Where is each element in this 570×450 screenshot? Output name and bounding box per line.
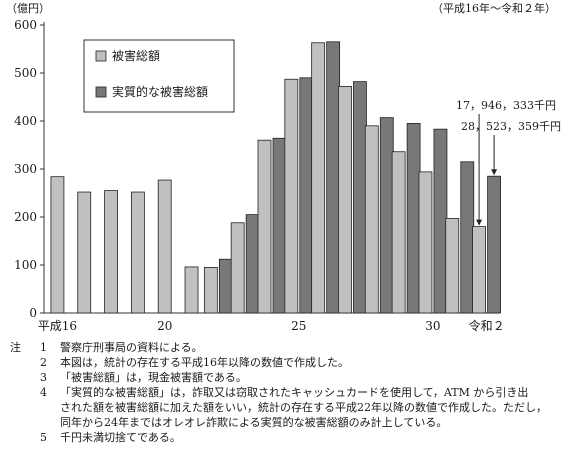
bar-total-damage bbox=[157, 179, 172, 314]
bar-total-damage bbox=[472, 226, 486, 314]
note-row-2: 2 本図は，統計の存在する平成16年以降の数値で作成した。 bbox=[10, 355, 566, 370]
bar-total-damage bbox=[445, 218, 460, 314]
bar-total-damage bbox=[418, 171, 433, 314]
bar-total-damage bbox=[257, 139, 272, 314]
chart-area: （億円） （平成16年～令和２年） 0 100 200 300 400 500 600 平成16 2… bbox=[6, 1, 561, 333]
bar-real-damage bbox=[245, 214, 260, 314]
y-tick-label: 500 bbox=[14, 66, 37, 80]
annotation-arrowhead-real bbox=[491, 169, 498, 176]
y-tick-label: 400 bbox=[14, 114, 37, 128]
note-text: 「被害総額」は，現金被害額である。 bbox=[60, 371, 247, 384]
x-tick-label: 平成16 bbox=[38, 319, 77, 333]
bar-total-damage bbox=[284, 78, 299, 314]
x-tick-label: 30 bbox=[425, 319, 440, 333]
bar-real-damage bbox=[379, 117, 394, 314]
y-tick-label: 0 bbox=[29, 306, 37, 320]
x-tick-label: 20 bbox=[157, 319, 172, 333]
bar-real-damage bbox=[299, 77, 314, 314]
bar-total-damage bbox=[338, 86, 352, 314]
legend-label-real: 実質的な被害総額 bbox=[112, 84, 208, 99]
notes: 注 1 警察庁刑事局の資料による。 2 本図は，統計の存在する平成16年以降の数… bbox=[10, 340, 566, 445]
bar-real-damage bbox=[218, 258, 233, 314]
y-tick-label: 200 bbox=[14, 210, 37, 224]
note-row-1: 注 1 警察庁刑事局の資料による。 bbox=[10, 340, 566, 355]
legend-swatch-total bbox=[95, 50, 107, 62]
y-unit-label: （億円） bbox=[6, 2, 50, 15]
bar-real-damage bbox=[406, 123, 421, 314]
bar-total-damage bbox=[391, 151, 406, 314]
annotation-arrowhead-total bbox=[476, 219, 483, 226]
bar-total-damage bbox=[203, 266, 218, 314]
y-tick-label: 100 bbox=[14, 258, 37, 272]
bar-real-damage bbox=[460, 161, 475, 314]
note-number: 4 bbox=[40, 386, 47, 399]
bar-total-damage bbox=[364, 125, 379, 314]
x-tick-label: 令和２ bbox=[469, 318, 505, 333]
bar-total-damage bbox=[184, 266, 199, 314]
bar-real-damage bbox=[353, 81, 367, 314]
note-row-4: 4 「実質的な被害総額」は，詐取又は窃取されたキャッシュカードを使用して，ATM… bbox=[10, 385, 566, 430]
bar-real-damage bbox=[487, 175, 501, 314]
bar-total-damage bbox=[50, 176, 65, 314]
note-number: 3 bbox=[40, 371, 47, 384]
note-number: 2 bbox=[40, 356, 47, 369]
note-text: 本図は，統計の存在する平成16年以降の数値で作成した。 bbox=[60, 356, 349, 369]
note-row-5: 5 千円未満切捨てである。 bbox=[10, 430, 566, 445]
notes-label: 注 bbox=[10, 341, 21, 354]
note-text: 千円未満切捨てである。 bbox=[60, 431, 181, 444]
bar-total-damage bbox=[104, 190, 118, 314]
note-text: 警察庁刑事局の資料による。 bbox=[60, 341, 203, 354]
bar-real-damage bbox=[272, 137, 287, 314]
legend-box bbox=[83, 39, 235, 113]
note-number: 5 bbox=[40, 431, 47, 444]
bar-total-damage bbox=[77, 191, 92, 314]
x-tick-label: 25 bbox=[291, 319, 306, 333]
note-number: 1 bbox=[40, 341, 47, 354]
bar-real-damage bbox=[326, 41, 341, 314]
note-text: 「実質的な被害総額」は，詐取又は窃取されたキャッシュカードを使用して，ATM か… bbox=[60, 386, 547, 429]
bar-chart: （億円） （平成16年～令和２年） 0 100 200 300 400 500 600 平成16 2… bbox=[6, 1, 561, 333]
legend-label-total: 被害総額 bbox=[112, 48, 160, 63]
legend-swatch-real bbox=[95, 86, 107, 98]
bar-total-damage bbox=[311, 42, 326, 314]
bar-total-damage bbox=[230, 222, 245, 314]
annotation-real: 28，523，359千円 bbox=[461, 120, 561, 133]
bar-total-damage bbox=[130, 191, 145, 314]
annotation-total: 17，946，333千円 bbox=[456, 99, 556, 112]
period-label: （平成16年～令和２年） bbox=[432, 1, 556, 15]
y-tick-label: 300 bbox=[14, 162, 37, 176]
bar-real-damage bbox=[433, 128, 448, 314]
y-tick-label: 600 bbox=[14, 18, 37, 32]
note-row-3: 3 「被害総額」は，現金被害額である。 bbox=[10, 370, 566, 385]
